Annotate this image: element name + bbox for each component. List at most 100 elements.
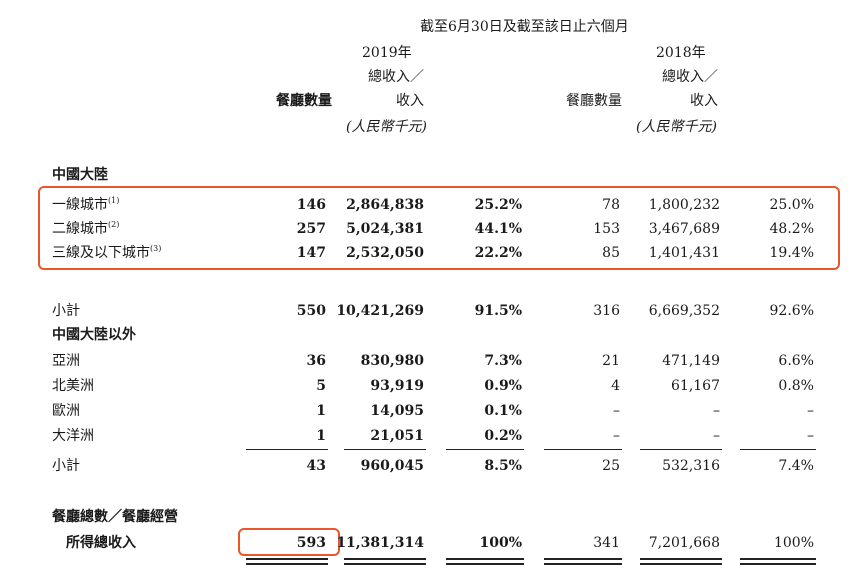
cell-percent-2019: 0.2% — [484, 428, 522, 444]
total-rule — [446, 558, 524, 560]
subtotal-rule — [446, 449, 524, 450]
row-label: 北美洲 — [52, 378, 94, 394]
cell-percent-2019: 0.9% — [484, 378, 522, 394]
cell-count-2018: 4 — [611, 378, 620, 394]
total-rule — [544, 558, 622, 560]
year-2018: 2018年 — [656, 45, 706, 61]
cell-count-2019: 146 — [296, 197, 326, 213]
total-rule — [344, 558, 426, 560]
cell-revenue-2019: 14,095 — [370, 403, 424, 419]
total-rule — [246, 558, 328, 560]
row-label: 二線城市(2) — [52, 220, 120, 237]
cell-percent-2018: 19.4% — [769, 245, 814, 261]
total-label-line1: 餐廳總數／餐廳經營 — [52, 509, 178, 525]
cell-revenue-2018: 532,316 — [662, 458, 720, 474]
total-rule — [544, 563, 622, 565]
cell-percent-2019: 44.1% — [474, 221, 522, 237]
cell-count-2018: – — [613, 403, 620, 419]
row-label: 歐洲 — [52, 403, 80, 419]
cell-count-2019: 257 — [296, 221, 326, 237]
table-row: 北美洲 5 93,919 0.9% 4 61,167 0.8% — [0, 377, 864, 397]
cell-revenue-2018: – — [713, 428, 720, 444]
cell-revenue-2018: 3,467,689 — [648, 221, 720, 237]
col-2018-unit: (人民幣千元) — [636, 119, 717, 135]
cell-percent-2019: 100% — [479, 535, 522, 551]
cell-percent-2019: 8.5% — [484, 458, 522, 474]
subtotal-rule — [246, 449, 328, 450]
cell-count-2019: 1 — [316, 428, 326, 444]
col-2018-revenue-a: 總收入／ — [662, 69, 718, 85]
subtotal-row: 小計 43 960,045 8.5% 25 532,316 7.4% — [0, 457, 864, 477]
row-label: 亞洲 — [52, 353, 80, 369]
total-label-line2: 所得總收入 — [66, 535, 136, 551]
cell-revenue-2019: 5,024,381 — [346, 221, 424, 237]
table-row: 歐洲 1 14,095 0.1% – – – — [0, 402, 864, 422]
cell-percent-2018: 6.6% — [778, 353, 814, 369]
cell-revenue-2019: 21,051 — [370, 428, 424, 444]
total-row: 593 11,381,314 100% 341 7,201,668 100% — [0, 534, 864, 554]
cell-count-2019: 593 — [296, 535, 326, 551]
cell-revenue-2018: 6,669,352 — [648, 303, 720, 319]
cell-revenue-2018: 61,167 — [671, 378, 720, 394]
cell-revenue-2019: 960,045 — [360, 458, 424, 474]
cell-revenue-2018: 1,401,431 — [648, 245, 720, 261]
cell-revenue-2018: – — [713, 403, 720, 419]
cell-count-2018: 21 — [602, 353, 620, 369]
cell-revenue-2018: 471,149 — [662, 353, 720, 369]
subtotal-rule — [740, 449, 816, 450]
highlight-box-total-count — [238, 528, 340, 556]
col-2018-revenue-b: 收入 — [690, 93, 718, 109]
row-label: 小計 — [52, 458, 80, 474]
cell-revenue-2019: 2,864,838 — [346, 197, 424, 213]
cell-percent-2019: 25.2% — [474, 197, 522, 213]
row-label: 小計 — [52, 303, 80, 319]
cell-revenue-2019: 93,919 — [370, 378, 424, 394]
cell-percent-2019: 0.1% — [484, 403, 522, 419]
cell-count-2019: 550 — [296, 303, 326, 319]
table-row: 亞洲 36 830,980 7.3% 21 471,149 6.6% — [0, 352, 864, 372]
cell-percent-2018: – — [807, 403, 814, 419]
period-header: 截至6月30日及截至該日止六個月 — [420, 19, 629, 35]
cell-percent-2018: 92.6% — [769, 303, 814, 319]
cell-revenue-2019: 2,532,050 — [346, 245, 424, 261]
cell-count-2018: 341 — [593, 535, 620, 551]
col-2019-revenue-a: 總收入／ — [368, 69, 424, 85]
cell-count-2019: 147 — [296, 245, 326, 261]
cell-revenue-2019: 10,421,269 — [336, 303, 424, 319]
table-row: 三線及以下城市(3) 147 2,532,050 22.2% 85 1,401,… — [0, 244, 864, 264]
section-mainland: 中國大陸 — [52, 167, 108, 183]
total-rule — [246, 563, 328, 565]
cell-count-2019: 1 — [316, 403, 326, 419]
cell-percent-2018: 7.4% — [778, 458, 814, 474]
subtotal-rule — [544, 449, 622, 450]
row-label: 大洋洲 — [52, 428, 94, 444]
cell-percent-2018: 48.2% — [769, 221, 814, 237]
total-rule — [640, 558, 722, 560]
cell-count-2018: 25 — [602, 458, 620, 474]
cell-count-2018: 78 — [602, 197, 620, 213]
row-label: 一線城市(1) — [52, 196, 120, 213]
cell-count-2019: 5 — [316, 378, 326, 394]
section-outside-mainland: 中國大陸以外 — [52, 327, 136, 343]
cell-percent-2018: 0.8% — [778, 378, 814, 394]
total-rule — [446, 563, 524, 565]
total-rule — [740, 558, 816, 560]
cell-percent-2018: 100% — [773, 535, 814, 551]
cell-percent-2018: 25.0% — [769, 197, 814, 213]
cell-percent-2019: 91.5% — [474, 303, 522, 319]
cell-count-2018: – — [613, 428, 620, 444]
table-row: 一線城市(1) 146 2,864,838 25.2% 78 1,800,232… — [0, 196, 864, 216]
cell-count-2018: 153 — [593, 221, 620, 237]
total-rule — [740, 563, 816, 565]
cell-percent-2019: 22.2% — [474, 245, 522, 261]
table-row: 二線城市(2) 257 5,024,381 44.1% 153 3,467,68… — [0, 220, 864, 240]
cell-percent-2019: 7.3% — [484, 353, 522, 369]
col-2019-unit: (人民幣千元) — [346, 119, 427, 135]
cell-count-2019: 43 — [306, 458, 326, 474]
highlight-box-tier-cities — [38, 186, 840, 270]
subtotal-rule — [344, 449, 426, 450]
total-rule — [640, 563, 722, 565]
total-rule — [344, 563, 426, 565]
table-row: 大洋洲 1 21,051 0.2% – – – — [0, 427, 864, 447]
cell-revenue-2019: 11,381,314 — [336, 535, 424, 551]
